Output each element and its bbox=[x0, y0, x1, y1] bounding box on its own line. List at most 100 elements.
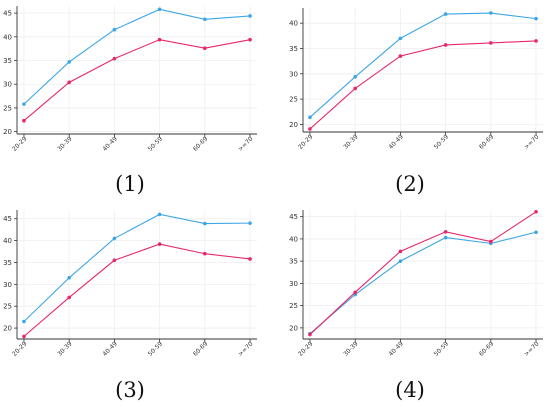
series-2-point bbox=[489, 41, 493, 45]
series-1-point bbox=[534, 16, 538, 21]
x-tick-label: 60-69 bbox=[192, 340, 209, 357]
y-tick-label: 25 bbox=[289, 96, 298, 104]
x-tick-label: 30-39 bbox=[56, 340, 73, 357]
series-1-point bbox=[248, 221, 252, 225]
x-tick-label: 60-69 bbox=[478, 340, 495, 357]
x-tick-label: 20-29 bbox=[11, 135, 28, 152]
x-tick-label: >=70 bbox=[523, 340, 541, 358]
y-tick-label: 20 bbox=[289, 324, 298, 332]
series-2-point bbox=[22, 118, 26, 123]
chart-panel-2: 20 25 30 35 40 20-29 30-39 40-49 50-59 60-69 >=70 bbox=[289, 8, 543, 151]
series-1-point bbox=[157, 212, 162, 217]
y-tick-label: 30 bbox=[289, 70, 298, 78]
series-2-point bbox=[157, 242, 162, 246]
x-tick-label: 40-49 bbox=[388, 133, 405, 150]
x-tick-label: 60-69 bbox=[192, 135, 209, 152]
series-1-point bbox=[203, 221, 207, 226]
chart-panel-1: 20 25 30 35 40 45 20-29 30-39 40-49 50-59 60-69 >=7… bbox=[3, 6, 257, 153]
series-2-point bbox=[353, 290, 357, 295]
x-tick-label: >=70 bbox=[237, 340, 255, 358]
panel-label-3: (3) bbox=[115, 378, 145, 402]
chart-panel-3: 20 25 30 35 40 45 20-29 30-39 40-49 50-59 60-69 >=7… bbox=[3, 210, 257, 358]
series-1-point bbox=[398, 259, 403, 263]
series-2-point bbox=[398, 54, 403, 58]
x-tick-label: 40-49 bbox=[102, 135, 119, 152]
y-tick-label: 45 bbox=[3, 215, 12, 223]
series-1-point bbox=[534, 230, 538, 235]
series-2-point bbox=[489, 239, 493, 244]
series-2-point bbox=[308, 127, 312, 131]
x-tick-label: 50-59 bbox=[433, 340, 450, 357]
y-tick-label: 40 bbox=[289, 20, 298, 28]
series-1-point bbox=[248, 14, 252, 18]
series-1-point bbox=[22, 102, 26, 106]
series-1-point bbox=[67, 60, 71, 64]
series-1-point bbox=[443, 235, 448, 240]
y-tick-label: 30 bbox=[289, 280, 298, 288]
series-2-point bbox=[443, 43, 448, 47]
series-1-point bbox=[112, 27, 117, 32]
series-1-point bbox=[308, 115, 312, 120]
x-tick-label: >=70 bbox=[237, 135, 255, 153]
x-tick-label: 30-39 bbox=[342, 340, 359, 357]
series-1-point bbox=[157, 7, 162, 12]
series-1-point bbox=[67, 275, 71, 280]
y-tick-label: 35 bbox=[289, 45, 298, 53]
series-line-2 bbox=[23, 243, 251, 337]
x-tick-label: >=70 bbox=[523, 133, 541, 151]
x-tick-label: 50-59 bbox=[147, 135, 164, 152]
series-1-point bbox=[489, 11, 493, 15]
y-tick-label: 30 bbox=[3, 81, 12, 89]
series-2-point bbox=[398, 249, 403, 254]
x-tick-label: 60-69 bbox=[478, 133, 495, 150]
y-tick-label: 20 bbox=[289, 121, 298, 129]
y-tick-label: 35 bbox=[3, 259, 12, 267]
series-2-point bbox=[203, 251, 207, 256]
series-line-2 bbox=[309, 40, 537, 130]
y-tick-label: 35 bbox=[289, 258, 298, 266]
series-line-1 bbox=[23, 8, 251, 105]
y-tick-label: 30 bbox=[3, 281, 12, 289]
panel-label-2: (2) bbox=[395, 172, 425, 196]
x-tick-label: 50-59 bbox=[433, 133, 450, 150]
series-line-2 bbox=[309, 211, 537, 335]
series-2-point bbox=[67, 295, 71, 300]
x-tick-label: 50-59 bbox=[147, 340, 164, 357]
series-2-point bbox=[112, 56, 117, 61]
y-tick-label: 20 bbox=[3, 325, 12, 333]
series-2-point bbox=[157, 37, 162, 42]
series-1-point bbox=[203, 17, 207, 22]
y-tick-label: 20 bbox=[3, 128, 12, 136]
y-tick-label: 35 bbox=[3, 57, 12, 65]
series-line-1 bbox=[23, 213, 251, 322]
y-tick-label: 25 bbox=[3, 104, 12, 112]
series-line-1 bbox=[309, 231, 537, 335]
x-tick-label: 40-49 bbox=[102, 340, 119, 357]
y-tick-label: 40 bbox=[3, 237, 12, 245]
series-2-point bbox=[248, 37, 252, 42]
series-2-point bbox=[112, 258, 117, 263]
y-tick-label: 40 bbox=[3, 33, 12, 41]
series-2-point bbox=[534, 209, 538, 214]
y-tick-label: 45 bbox=[289, 213, 298, 221]
y-tick-label: 25 bbox=[289, 302, 298, 310]
series-1-point bbox=[112, 236, 117, 241]
y-tick-label: 40 bbox=[289, 235, 298, 243]
x-tick-label: 20-29 bbox=[297, 340, 314, 357]
series-line-2 bbox=[23, 39, 251, 122]
series-2-point bbox=[443, 229, 448, 234]
series-1-point bbox=[353, 75, 357, 79]
x-tick-label: 40-49 bbox=[388, 340, 405, 357]
series-2-point bbox=[308, 332, 312, 337]
y-tick-label: 45 bbox=[3, 10, 12, 18]
x-tick-label: 30-39 bbox=[56, 135, 73, 152]
series-2-point bbox=[534, 39, 538, 43]
x-tick-label: 30-39 bbox=[342, 133, 359, 150]
x-tick-label: 20-29 bbox=[297, 133, 314, 150]
series-1-point bbox=[443, 12, 448, 16]
series-2-point bbox=[203, 46, 207, 50]
series-1-point bbox=[398, 36, 403, 41]
series-1-point bbox=[22, 319, 26, 324]
y-tick-label: 25 bbox=[3, 303, 12, 311]
